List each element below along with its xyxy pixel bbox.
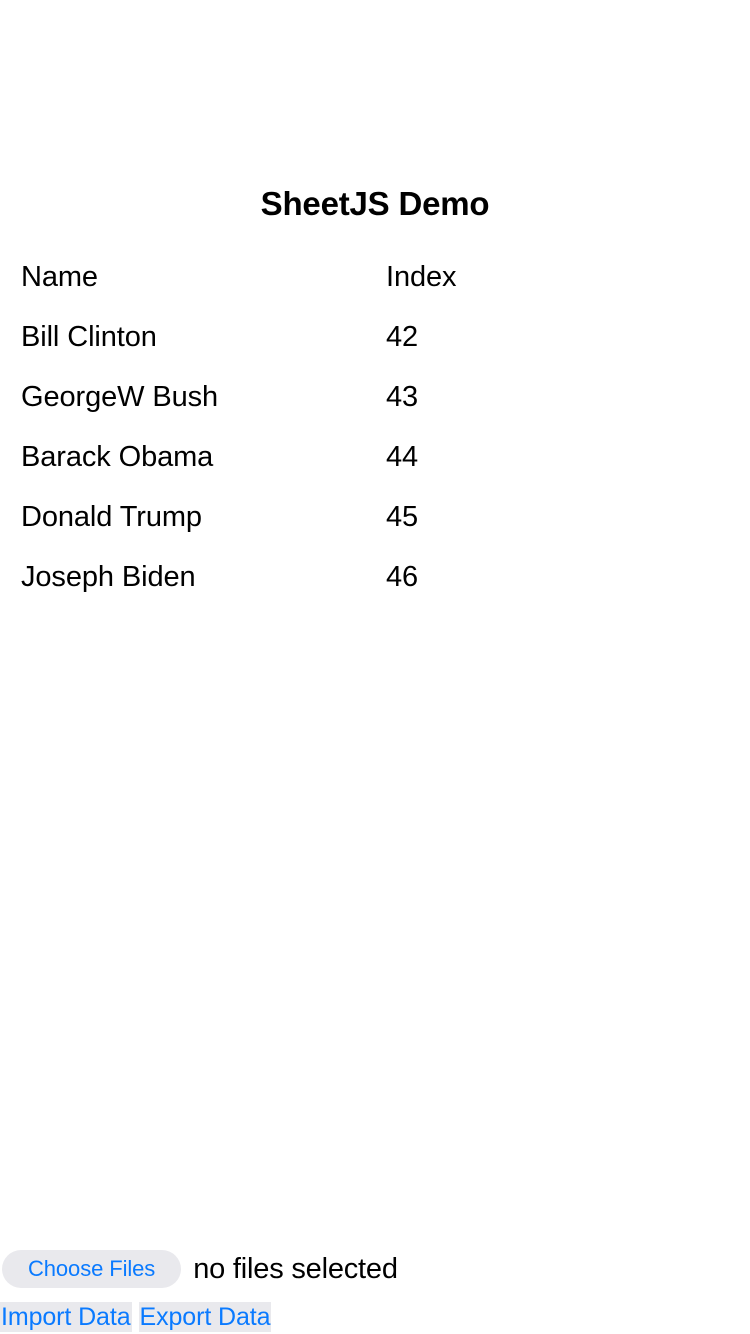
- export-data-link[interactable]: Export Data: [138, 1302, 272, 1332]
- cell-index: 42: [386, 321, 419, 353]
- table-row: Donald Trump 45: [21, 487, 621, 547]
- cell-name: Bill Clinton: [21, 321, 157, 353]
- table-row: Joseph Biden 46: [21, 547, 621, 607]
- column-header-index: Index: [386, 261, 457, 293]
- cell-name: Joseph Biden: [21, 561, 196, 593]
- file-selection-status: no files selected: [193, 1253, 398, 1285]
- presidents-table: Name Index Bill Clinton 42 GeorgeW Bush …: [21, 247, 621, 607]
- cell-name: GeorgeW Bush: [21, 381, 219, 413]
- cell-index: 43: [386, 381, 419, 413]
- table-row: Barack Obama 44: [21, 427, 621, 487]
- import-data-link[interactable]: Import Data: [0, 1302, 132, 1332]
- page-title: SheetJS Demo: [260, 185, 490, 223]
- cell-name: Donald Trump: [21, 501, 202, 533]
- table-row: GeorgeW Bush 43: [21, 367, 621, 427]
- choose-files-button[interactable]: Choose Files: [2, 1250, 182, 1288]
- cell-name: Barack Obama: [21, 441, 214, 473]
- cell-index: 46: [386, 561, 419, 593]
- column-header-name: Name: [21, 261, 98, 293]
- cell-index: 44: [386, 441, 419, 473]
- table-row: Bill Clinton 42: [21, 307, 621, 367]
- file-input-row: Choose Files no files selected: [2, 1250, 398, 1288]
- action-links-row: Import Data Export Data: [0, 1302, 272, 1332]
- cell-index: 45: [386, 501, 419, 533]
- table-header-row: Name Index: [21, 247, 621, 307]
